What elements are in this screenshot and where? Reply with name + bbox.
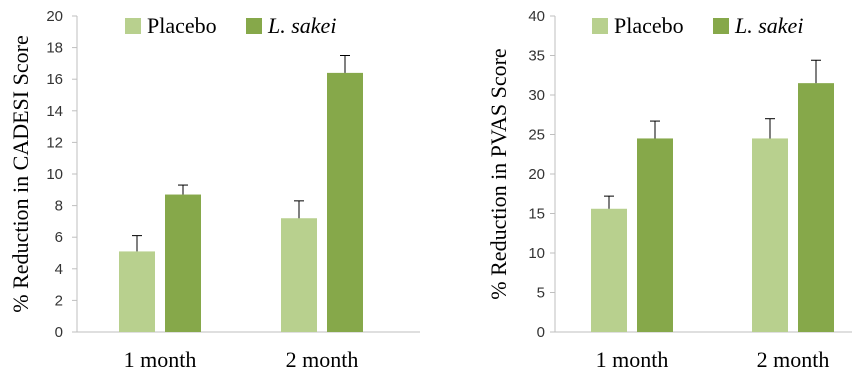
y-tick-label: 0 — [537, 324, 545, 341]
y-tick-label: 8 — [55, 198, 63, 215]
y-tick-label: 6 — [55, 229, 63, 246]
bar-sakei-2 — [327, 72, 363, 332]
x-category-label: 1 month — [124, 347, 197, 372]
y-tick-label: 16 — [46, 71, 63, 88]
y-tick-label: 18 — [46, 40, 63, 57]
bar-sakei-1 — [165, 194, 201, 332]
y-axis-label: % Reduction in CADESI Score — [8, 35, 33, 312]
chart-panel-1: 0 2 4 6 8 10 12 14 16 18 20 % Reduction in CADESI S… — [8, 8, 420, 372]
legend-label-placebo: Placebo — [147, 13, 217, 38]
legend-swatch-placebo — [592, 18, 608, 34]
y-tick-label: 4 — [55, 261, 63, 278]
y-tick-label: 15 — [528, 206, 545, 223]
bar-placebo-2 — [752, 138, 788, 332]
y-tick-label: 30 — [528, 87, 545, 104]
y-tick-label: 20 — [528, 166, 545, 183]
y-tick-label: 0 — [55, 324, 63, 341]
x-category-label: 2 month — [757, 347, 830, 372]
y-tick-label: 14 — [46, 103, 63, 120]
y-tick-label: 25 — [528, 127, 545, 144]
y-tick-label: 12 — [46, 134, 63, 151]
chart-panel-2: 0 5 10 15 20 25 30 35 40 % Reduction in PVAS Scor… — [486, 8, 852, 372]
bar-sakei-1 — [637, 138, 673, 332]
legend-swatch-sakei — [246, 18, 262, 34]
y-tick-label: 10 — [46, 166, 63, 183]
y-tick-label: 2 — [55, 292, 63, 309]
bar-placebo-1 — [119, 251, 155, 332]
y-tick-label: 20 — [46, 8, 63, 25]
legend-label-sakei: L. sakei — [734, 13, 803, 38]
y-tick-label: 5 — [537, 285, 545, 302]
legend-swatch-sakei — [713, 18, 729, 34]
y-tick-label: 10 — [528, 245, 545, 262]
x-category-label: 1 month — [596, 347, 669, 372]
bar-sakei-2 — [798, 83, 834, 333]
y-axis-label: % Reduction in PVAS Score — [486, 48, 511, 299]
legend-label-sakei: L. sakei — [267, 13, 336, 38]
y-tick-label: 35 — [528, 48, 545, 65]
legend-label-placebo: Placebo — [614, 13, 684, 38]
legend-swatch-placebo — [125, 18, 141, 34]
bar-placebo-2 — [281, 218, 317, 332]
bar-placebo-1 — [591, 208, 627, 332]
y-tick-label: 40 — [528, 8, 545, 25]
x-category-label: 2 month — [286, 347, 359, 372]
